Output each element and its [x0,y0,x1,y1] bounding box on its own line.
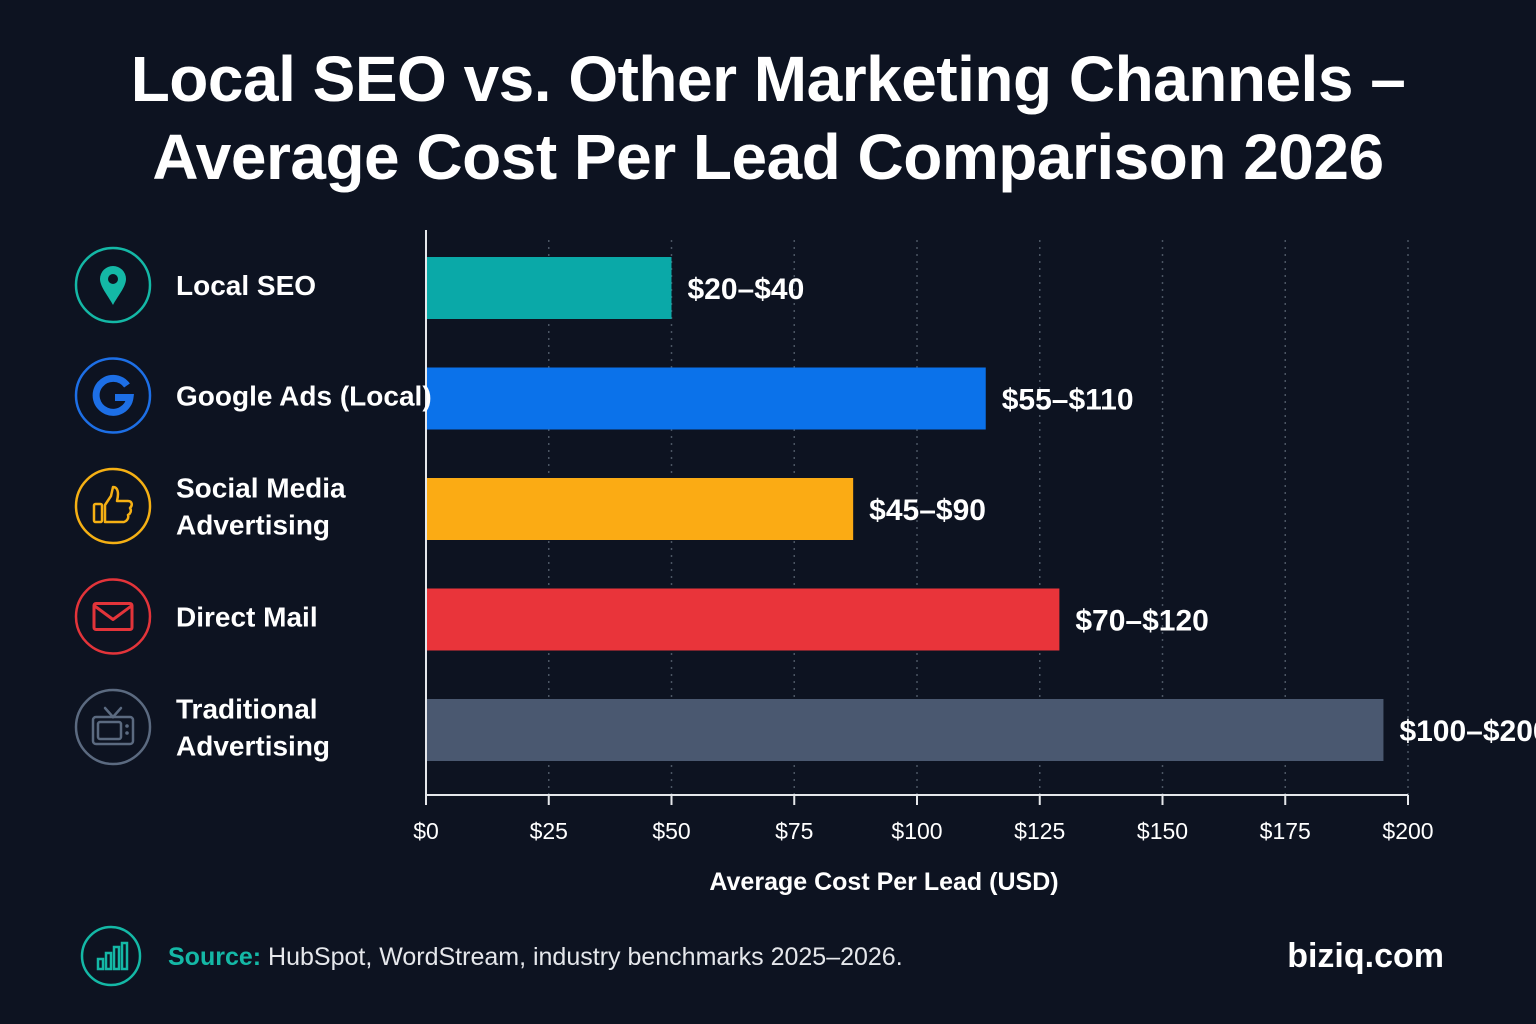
envelope-flap [93,604,133,621]
tv-screen [96,720,123,741]
bar-social-media-advertising [426,478,854,540]
category-label-google-ads-local: Google Ads (Local) [176,381,432,412]
x-tick-label: $175 [1260,818,1311,844]
value-label-direct-mail: $70–$120 [1075,605,1208,638]
source-label: Source: [168,943,262,971]
category-label-local-seo: Local SEO [176,270,316,301]
pin-hole [108,274,118,284]
title-line-2: Average Cost Per Lead Comparison 2026 [152,121,1384,193]
x-axis-title: Average Cost Per Lead (USD) [709,868,1058,896]
tv-icon [74,688,152,766]
source-text: HubSpot, WordStream, industry benchmarks… [268,943,903,971]
brand-logo-text: biziq.com [1287,937,1444,975]
google-g-icon [74,357,152,434]
page-title: Local SEO vs. Other Marketing Channels –… [0,40,1536,196]
x-tick-label: $150 [1137,818,1188,844]
bar-chart: $20–$40 $55–$110 $45–$90 $70–$120 $100–$200+… [74,230,1536,896]
thumbs-up-icon [74,467,152,545]
category-label-line: Google Ads (Local) [176,381,432,412]
tv-knob [125,724,129,728]
icon-ring [74,357,152,434]
envelope-body [92,602,134,631]
category-label-social-media-advertising: Social Media Advertising [176,473,346,541]
g-glyph [92,374,134,416]
category-label-line: Social Media [176,473,346,504]
value-label-local-seo: $20–$40 [688,273,805,306]
category-label-traditional-advertising: Traditional Advertising [176,694,330,762]
value-label-google-ads-local: $55–$110 [1002,384,1134,417]
bars: $20–$40 $55–$110 $45–$90 $70–$120 $100–$200+ [426,257,1536,761]
bar-traditional-advertising [426,699,1384,761]
value-label-social-media-advertising: $45–$90 [869,494,986,527]
x-tick-label: $100 [891,818,942,844]
category-label-line: Local SEO [176,270,316,301]
category-label-line: Direct Mail [176,602,318,633]
bar-chart-icon [80,925,142,987]
category-label-direct-mail: Direct Mail [176,602,318,633]
icon-ring [74,246,152,324]
x-tick-label: $200 [1382,818,1433,844]
thumb-cuff [92,502,104,524]
axes: $0 $25 $50 $75 $100 $125 $150 $175 $200 [413,230,1434,844]
category-label-line: Advertising [176,510,330,541]
source-note: Source: HubSpot, WordStream, industry be… [168,940,903,974]
bar-local-seo [426,257,672,319]
icon-ring [74,467,152,545]
x-tick-label: $25 [530,818,568,844]
category-label-line: Advertising [176,731,330,762]
mail-icon [74,578,152,655]
category-labels: Local SEO Google Ads (Local) Social Media A… [74,246,432,766]
category-label-line: Traditional [176,694,318,725]
x-tick-label: $0 [413,818,439,844]
tv-knob [125,731,129,735]
pin-shape [100,266,126,305]
icon-ring [74,578,152,655]
x-tick-label: $75 [775,818,813,844]
map-pin-icon [74,246,152,324]
title-line-1: Local SEO vs. Other Marketing Channels – [130,43,1406,115]
x-tick-label: $50 [652,818,690,844]
tv-antenna [103,706,123,719]
icon-ring [74,688,152,766]
x-tick-label: $125 [1014,818,1065,844]
value-label-traditional-advertising: $100–$200+ [1399,715,1536,748]
bar-direct-mail [426,588,1060,651]
bar-google-ads-local [426,367,986,430]
thumb-hand [103,485,133,524]
